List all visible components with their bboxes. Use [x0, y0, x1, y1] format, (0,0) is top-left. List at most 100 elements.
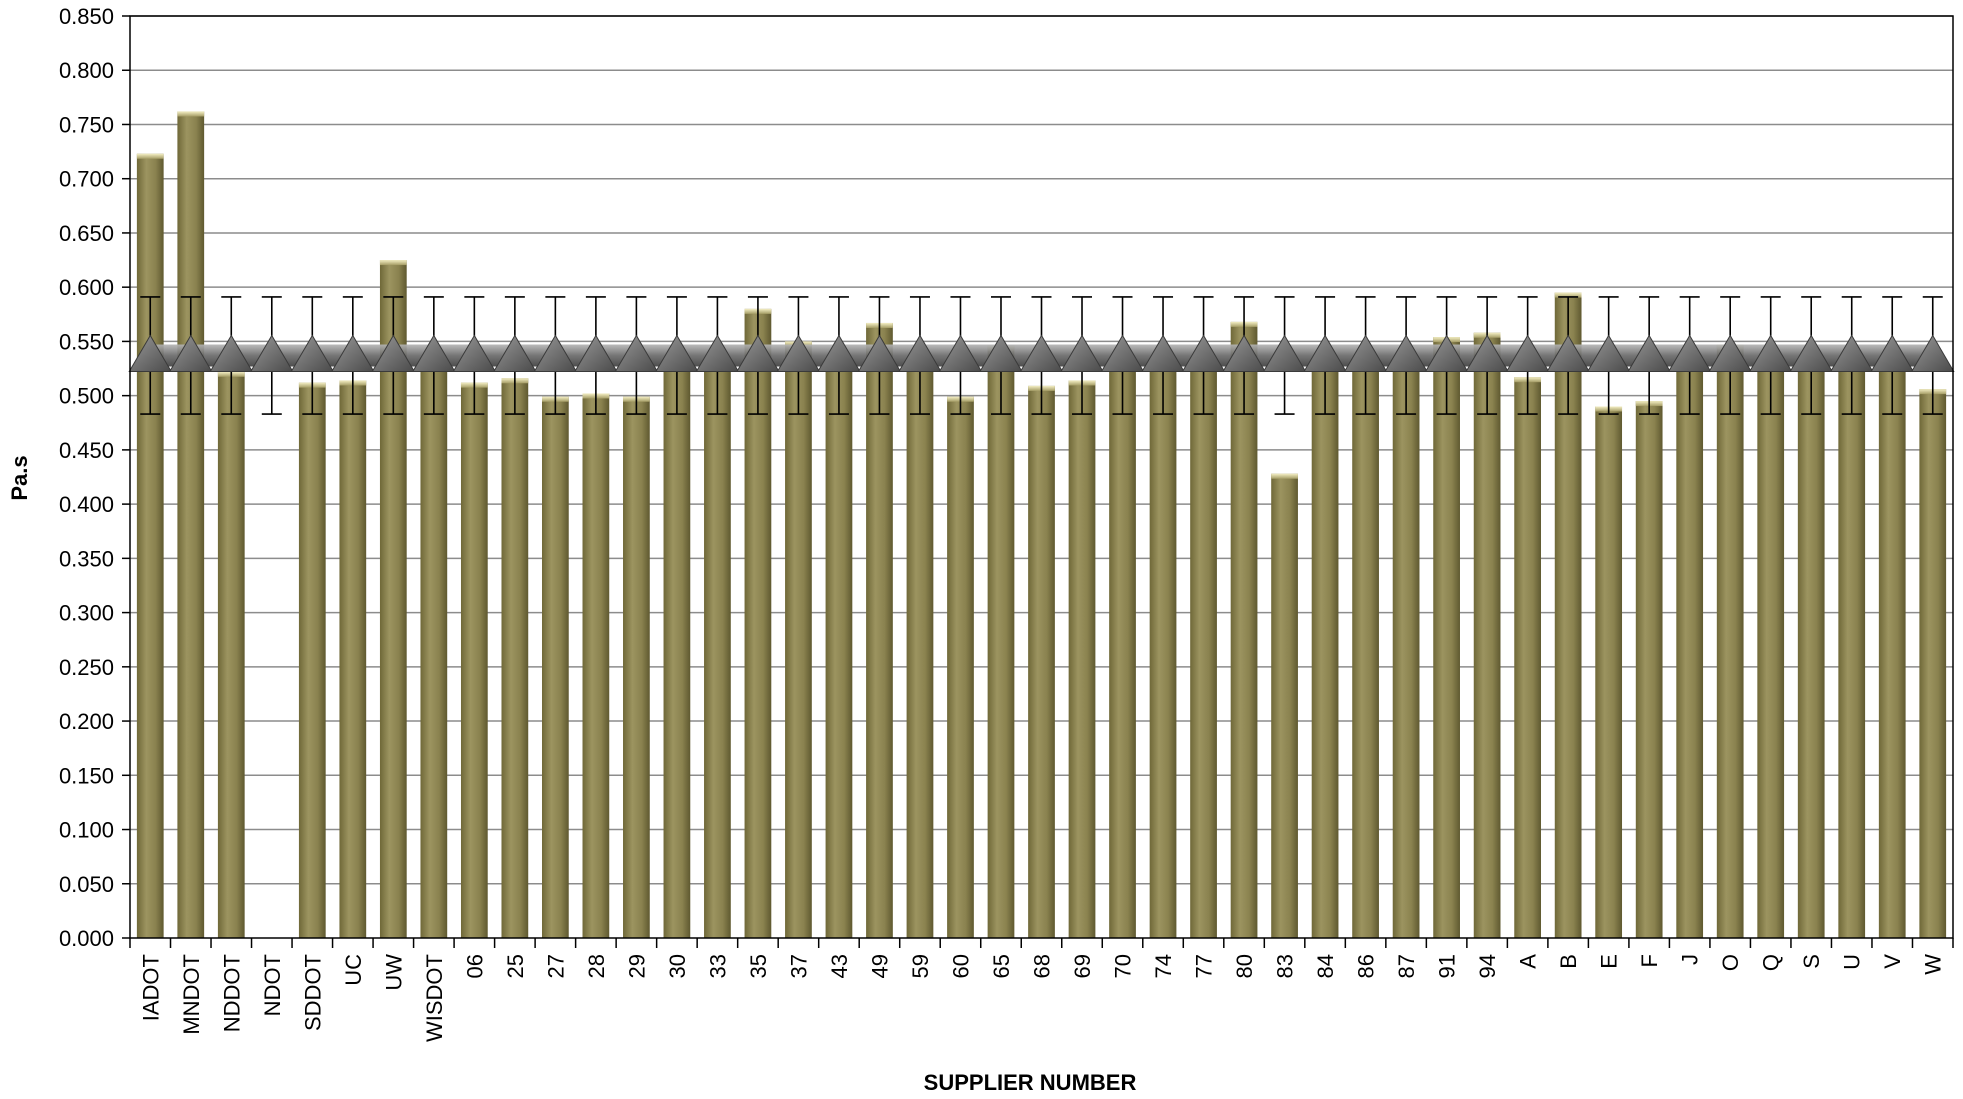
- y-tick-label: 0.850: [59, 4, 114, 29]
- x-tick-label: 59: [908, 954, 933, 978]
- x-tick-label: 80: [1232, 954, 1257, 978]
- triangle-marker: [776, 334, 821, 373]
- y-tick-label: 0.250: [59, 655, 114, 680]
- x-tick-label: 86: [1354, 954, 1379, 978]
- triangle-marker: [1181, 334, 1226, 373]
- bar: [1797, 363, 1825, 938]
- x-tick-label: 33: [705, 954, 730, 978]
- bar: [582, 393, 610, 938]
- bar: [1919, 389, 1947, 939]
- x-tick-label: IADOT: [138, 954, 163, 1021]
- bar: [906, 363, 934, 938]
- triangle-marker: [249, 334, 294, 373]
- x-tick-label: 49: [867, 954, 892, 978]
- triangle-marker: [1262, 334, 1307, 373]
- triangle-marker: [533, 334, 578, 373]
- x-tick-label: 84: [1313, 954, 1338, 978]
- triangle-marker: [817, 334, 861, 373]
- triangle-marker: [371, 334, 416, 373]
- y-tick-label: 0.100: [59, 818, 114, 843]
- x-tick-label: 29: [624, 954, 649, 978]
- triangle-marker: [411, 334, 456, 373]
- bar: [1514, 377, 1542, 939]
- x-tick-label: UC: [341, 954, 366, 986]
- x-tick-label: MNDOT: [179, 954, 204, 1035]
- triangle-marker: [1586, 334, 1631, 373]
- axes: [129, 15, 1954, 939]
- x-tick-label: 06: [462, 954, 487, 978]
- y-tick-label: 0.450: [59, 438, 114, 463]
- triangle-marker: [1424, 334, 1469, 373]
- y-axis-ticks: 0.000 0.050 0.100 0.150 0.200 0.250 0.300 0.350…: [59, 4, 130, 951]
- y-tick-label: 0.400: [59, 492, 114, 517]
- triangle-marker: [1910, 334, 1955, 373]
- y-axis-title: Pa.s: [7, 455, 32, 500]
- bar: [704, 363, 731, 938]
- y-tick-label: 0.700: [59, 167, 114, 192]
- triangle-marker: [574, 334, 618, 373]
- bar: [947, 396, 974, 938]
- bar-top-bevel: [1271, 473, 1298, 479]
- bar-top-bevel: [379, 260, 407, 266]
- bar: [460, 382, 488, 938]
- x-tick-label: W: [1921, 954, 1946, 975]
- bar: [420, 363, 448, 938]
- x-tick-label: 83: [1273, 954, 1298, 978]
- bar-top-bevel: [1554, 292, 1582, 298]
- bar: [1433, 337, 1460, 938]
- x-tick-label: 94: [1475, 954, 1500, 978]
- triangle-marker: [695, 334, 740, 373]
- x-tick-label: WISDOT: [422, 954, 447, 1042]
- bar: [623, 396, 650, 938]
- triangle-marker: [898, 334, 942, 373]
- triangle-marker: [1343, 334, 1388, 373]
- triangle-marker: [1829, 334, 1874, 373]
- triangle-marker: [330, 334, 375, 373]
- triangle-marker: [1546, 334, 1591, 373]
- triangle-marker: [655, 334, 699, 373]
- bar: [1595, 406, 1623, 938]
- bar: [1149, 363, 1177, 938]
- bar-top-bevel: [177, 111, 205, 117]
- bar: [1716, 344, 1744, 938]
- triangle-marker: [1627, 334, 1672, 373]
- bar: [1878, 363, 1906, 938]
- x-tick-label: 43: [827, 954, 852, 978]
- y-tick-label: 0.800: [59, 58, 114, 83]
- x-tick-label: 60: [948, 954, 973, 978]
- triangle-marker: [1748, 334, 1793, 373]
- bar: [1311, 363, 1339, 938]
- triangle-marker: [1100, 334, 1145, 373]
- x-tick-label: A: [1516, 954, 1541, 969]
- x-tick-label: 70: [1111, 954, 1136, 978]
- bar: [1109, 363, 1136, 938]
- triangle-marker: [979, 334, 1023, 373]
- x-tick-label: 37: [786, 954, 811, 978]
- bar: [866, 322, 893, 938]
- bar: [541, 396, 569, 938]
- triangle-marker: [1667, 334, 1712, 373]
- bar: [177, 111, 205, 939]
- bar-top-bevel: [136, 153, 164, 159]
- triangle-marker: [1019, 334, 1064, 373]
- bar: [136, 153, 164, 939]
- x-tick-label: 28: [584, 954, 609, 978]
- x-tick-label: 35: [746, 954, 771, 978]
- x-tick-label: SDDOT: [300, 954, 325, 1031]
- x-tick-label: NDDOT: [219, 954, 244, 1032]
- y-tick-label: 0.300: [59, 601, 114, 626]
- bar: [1838, 363, 1866, 938]
- y-tick-label: 0.350: [59, 546, 114, 571]
- bar: [298, 382, 326, 938]
- bar: [663, 363, 691, 938]
- bar: [1676, 363, 1704, 938]
- x-tick-label: F: [1637, 954, 1662, 967]
- x-tick-label: O: [1718, 954, 1743, 971]
- bar: [1635, 401, 1663, 939]
- bar: [217, 371, 245, 938]
- triangle-marker: [168, 334, 213, 373]
- y-tick-label: 0.050: [59, 872, 114, 897]
- plot-frame: [129, 15, 1954, 939]
- triangle-marker: [1060, 334, 1104, 373]
